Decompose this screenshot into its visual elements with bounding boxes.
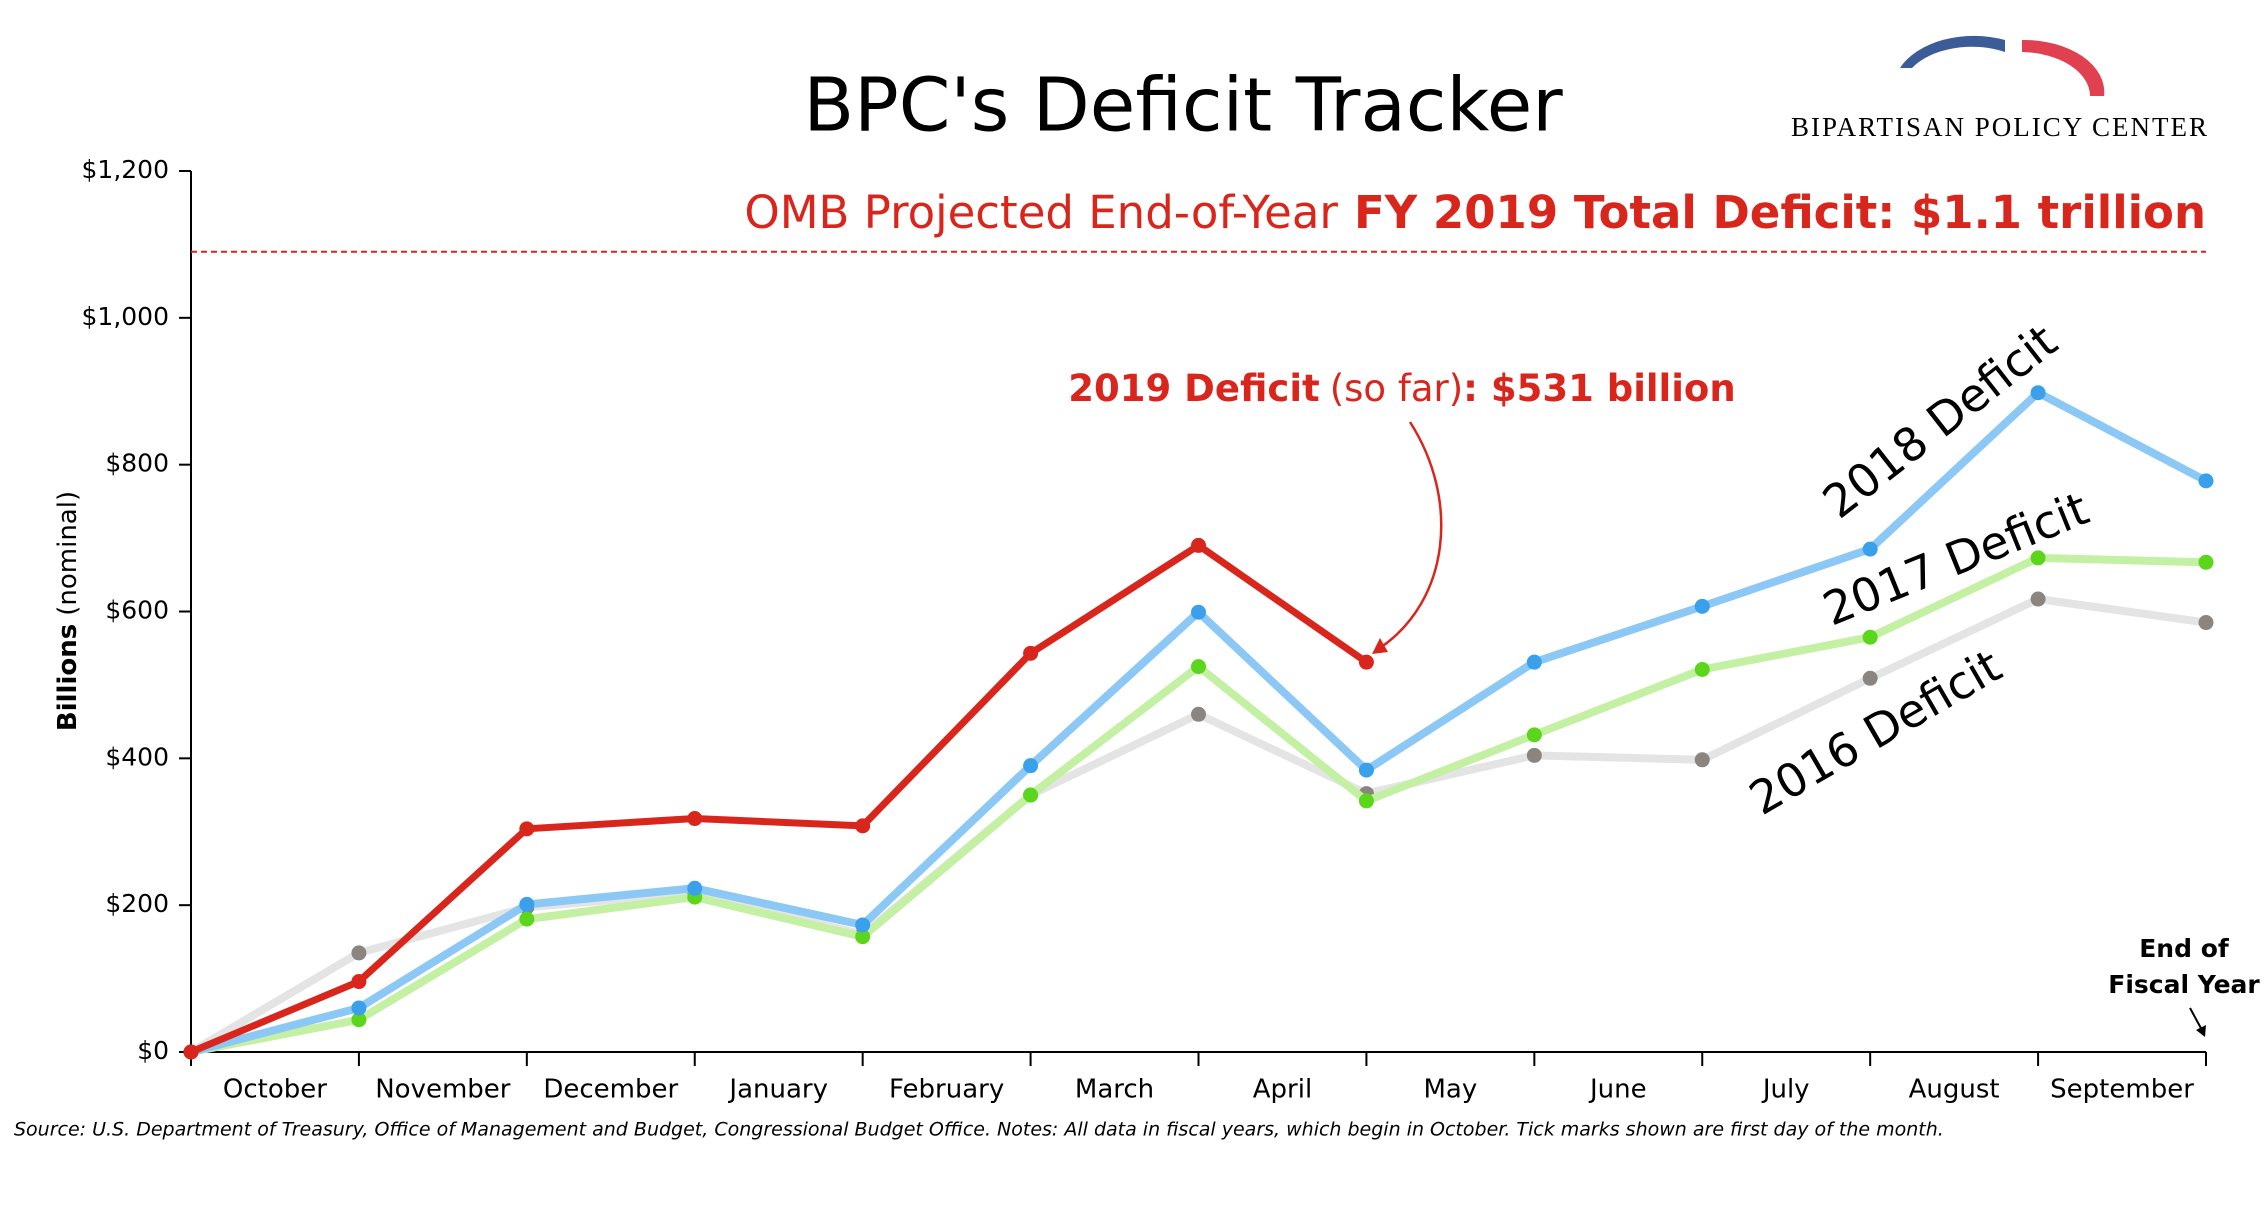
y-tick-label: $0 — [137, 1036, 169, 1065]
data-point — [351, 945, 367, 961]
end-arrowhead — [2196, 1025, 2206, 1037]
current-annotation: 2019 Deficit (so far): $531 billion — [1068, 367, 1735, 410]
y-tick-label: $800 — [105, 449, 169, 478]
data-point — [2030, 385, 2046, 401]
data-point — [2030, 550, 2046, 566]
data-point — [1191, 537, 1206, 553]
data-point — [1862, 670, 1878, 686]
data-point — [1358, 654, 1374, 670]
data-point — [855, 929, 871, 945]
series-line — [189, 541, 1369, 1056]
x-tick-label: April — [1253, 1075, 1312, 1105]
source-note: Source: U.S. Department of Treasury, Off… — [14, 1119, 1944, 1141]
data-point — [351, 1012, 367, 1028]
data-point — [519, 821, 535, 837]
x-tick-label: February — [889, 1075, 1004, 1105]
y-tick-label: $1,000 — [82, 302, 169, 331]
y-tick-label: $600 — [105, 596, 169, 625]
data-point — [1358, 762, 1374, 778]
y-tick-label: $200 — [105, 889, 169, 918]
data-point — [1526, 727, 1542, 743]
data-point — [2198, 615, 2214, 631]
data-point — [1862, 629, 1878, 645]
projection-label: OMB Projected End-of-Year FY 2019 Total D… — [744, 186, 2206, 239]
y-axis-label-regular: (nominal) — [53, 491, 83, 616]
data-point — [855, 917, 871, 933]
data-point — [1358, 793, 1374, 809]
data-point — [1694, 661, 1710, 677]
y-tick-label: $400 — [105, 742, 169, 771]
current-annotation-name: 2019 Deficit — [1068, 367, 1319, 410]
data-point — [687, 811, 703, 827]
x-tick-label: March — [1075, 1075, 1154, 1105]
chart-title: BPC's Deficit Tracker — [803, 63, 1563, 149]
data-point — [519, 896, 535, 912]
data-point — [1694, 752, 1710, 768]
data-point — [1191, 706, 1206, 722]
data-point — [351, 1000, 367, 1016]
projection-bold: FY 2019 Total Deficit: $1.1 trillion — [1354, 186, 2206, 239]
annotation-arrowhead — [1372, 638, 1388, 654]
logo-arc — [2022, 39, 2105, 96]
data-point — [1191, 604, 1206, 620]
current-annotation-regular: (so far) — [1330, 367, 1463, 410]
x-tick-label: July — [1761, 1075, 1810, 1105]
y-tick-label: $1,200 — [82, 155, 169, 184]
x-tick-label: June — [1588, 1075, 1647, 1105]
data-point — [1023, 645, 1039, 661]
series-label: 2016 Deficit — [1740, 638, 2010, 825]
x-tick-label: September — [2050, 1075, 2194, 1105]
logo-arc — [1900, 35, 2005, 68]
x-tick-label: August — [1909, 1075, 2000, 1105]
current-annotation-bold: : $531 billion — [1463, 367, 1736, 410]
y-axis-label-bold: Billions — [53, 624, 83, 731]
logo-text: BIPARTISAN POLICY CENTER — [1791, 112, 2209, 142]
data-point — [687, 880, 703, 896]
x-tick-label: January — [727, 1075, 828, 1105]
data-point — [519, 911, 535, 927]
data-point — [1862, 541, 1878, 557]
data-point — [2198, 473, 2214, 489]
data-point — [1526, 747, 1542, 763]
annotation-arrow — [1379, 421, 1443, 650]
data-point — [1023, 758, 1039, 774]
data-point — [1023, 787, 1039, 803]
end-annotation: End of — [2139, 934, 2230, 963]
x-tick-label: October — [223, 1075, 327, 1105]
data-point — [1526, 654, 1542, 670]
data-point — [855, 818, 871, 834]
data-point — [2198, 554, 2214, 570]
data-point — [351, 974, 367, 990]
series-line — [190, 553, 2207, 1056]
x-tick-label: November — [375, 1075, 511, 1105]
x-tick-label: December — [543, 1075, 678, 1105]
data-point — [2030, 591, 2046, 607]
data-point — [1694, 598, 1710, 614]
x-tick-label: May — [1423, 1075, 1477, 1105]
end-annotation: Fiscal Year — [2108, 970, 2260, 999]
y-axis-label: Billions (nominal) — [53, 491, 83, 731]
series-label: 2018 Deficit — [1813, 314, 2067, 529]
projection-regular: OMB Projected End-of-Year — [744, 186, 1338, 239]
data-point — [183, 1044, 199, 1060]
data-point — [1191, 659, 1206, 675]
